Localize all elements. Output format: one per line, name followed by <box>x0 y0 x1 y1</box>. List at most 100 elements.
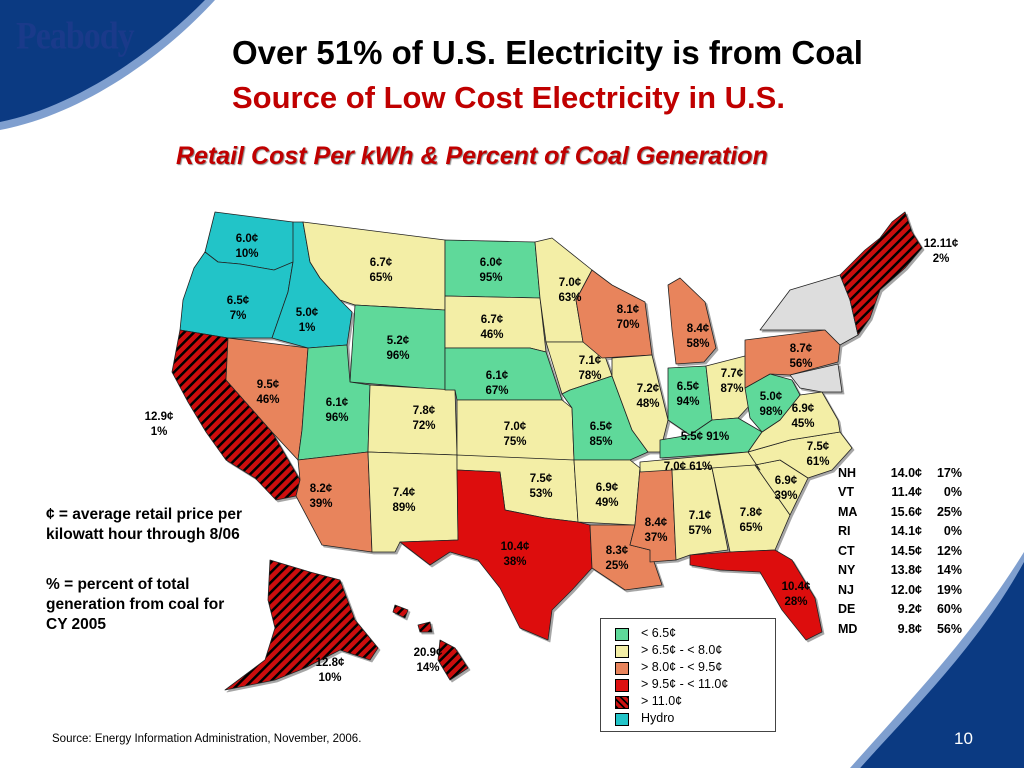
state-AK <box>224 559 379 691</box>
northeast-pct: 56% <box>936 621 962 636</box>
state-IL <box>611 354 669 453</box>
state-cost-wy: 5.2¢ <box>387 335 410 347</box>
state-pct-mo: 85% <box>589 436 612 448</box>
state-pct-ms: 37% <box>644 532 667 544</box>
state-WI <box>575 269 653 359</box>
northeast-pct: 12% <box>936 543 962 558</box>
state-pct-wa: 10% <box>235 248 258 260</box>
state-pct-me: 2% <box>933 253 950 265</box>
legend-label: > 11.0¢ <box>641 694 683 708</box>
state-pct-al: 57% <box>688 525 711 537</box>
state-cost-nm: 7.4¢ <box>393 487 416 499</box>
legend-swatch <box>615 662 629 675</box>
state-cost-me: 12.11¢ <box>924 238 959 250</box>
state-TX <box>399 469 593 641</box>
northeast-state: VT <box>838 485 854 500</box>
state-cost-mn: 7.0¢ <box>559 277 582 289</box>
state-pct-fl: 28% <box>784 596 807 608</box>
note-cents: ¢ = average retail price per kilowatt ho… <box>46 506 243 543</box>
state-AL <box>671 467 729 561</box>
state-pct-id: 1% <box>299 322 316 334</box>
state-pct-ia: 78% <box>578 370 601 382</box>
state-cost-nd: 6.0¢ <box>480 257 503 269</box>
state-cost-va: 6.9¢ <box>792 403 815 415</box>
state-pct-ar: 49% <box>595 497 618 509</box>
state-HI-1 <box>392 604 409 619</box>
state-pct-nd: 95% <box>479 272 502 284</box>
northeast-pct: 25% <box>936 504 962 519</box>
state-pct-nm: 89% <box>392 502 415 514</box>
northeast-row: VT 11.4¢ 0% <box>838 483 962 503</box>
state-pct-ak: 10% <box>318 672 341 684</box>
state-cost-ca: 12.9¢ <box>145 411 174 423</box>
state-cost-ms: 8.4¢ <box>645 517 668 529</box>
state-pct-mi: 58% <box>686 338 709 350</box>
state-pct-sd: 46% <box>480 329 503 341</box>
state-pct-wv: 98% <box>759 406 782 418</box>
page-subtitle: Source of Low Cost Electricity in U.S. <box>232 80 785 115</box>
legend-swatch <box>615 628 629 641</box>
state-cost-sc: 6.9¢ <box>775 475 798 487</box>
legend-label: > 9.5¢ - < 11.0¢ <box>641 677 729 691</box>
northeast-state: RI <box>838 524 851 539</box>
state-cost-ia: 7.1¢ <box>579 355 602 367</box>
state-pct-sc: 39% <box>774 490 797 502</box>
legend-swatch <box>615 696 629 709</box>
legend-label: Hydro <box>641 711 675 725</box>
northeast-row: DE 9.2¢ 60% <box>838 600 962 620</box>
northeast-cost: 14.0¢ <box>890 465 922 480</box>
state-cost-or: 6.5¢ <box>227 295 250 307</box>
state-pct-il: 48% <box>636 398 659 410</box>
state-cost-in: 6.5¢ <box>677 381 700 393</box>
state-cost-mo: 6.5¢ <box>590 421 613 433</box>
northeast-cost: 14.1¢ <box>890 524 922 539</box>
state-pct-wy: 96% <box>386 350 409 362</box>
state-cost-ga: 7.8¢ <box>740 507 763 519</box>
note-percent: % = percent of total generation from coa… <box>46 576 225 633</box>
state-cost-al: 7.1¢ <box>689 510 712 522</box>
northeast-row: CT 14.5¢ 12% <box>838 541 962 561</box>
northeast-table: NH 14.0¢ 17% VT 11.4¢ 0% MA 15.6¢ 25% RI 14.1¢ 0% CT… <box>838 463 962 639</box>
state-cost-oh: 7.7¢ <box>721 368 744 380</box>
state-pct-az: 39% <box>309 498 332 510</box>
state-cost-ne: 6.1¢ <box>486 370 509 382</box>
northeast-cost: 13.8¢ <box>890 563 922 578</box>
northeast-state: NJ <box>838 582 854 597</box>
state-label-tn: 7.0¢ 61% <box>664 461 713 473</box>
northeast-pct: 19% <box>936 582 962 597</box>
state-cost-pa: 8.7¢ <box>790 343 813 355</box>
peabody-logo: Peabody <box>16 15 135 58</box>
northeast-pct: 0% <box>943 524 962 539</box>
legend-swatch <box>615 645 629 658</box>
page-number: 10 <box>954 729 973 748</box>
state-HI-2 <box>417 621 433 633</box>
state-pct-nv: 46% <box>256 394 279 406</box>
state-cost-nc: 7.5¢ <box>807 441 830 453</box>
state-pct-nc: 61% <box>806 456 829 468</box>
state-cost-id: 5.0¢ <box>296 307 319 319</box>
legend-swatch <box>615 679 629 692</box>
state-cost-co: 7.8¢ <box>413 405 436 417</box>
northeast-row: MA 15.6¢ 25% <box>838 502 962 522</box>
state-cost-tx: 10.4¢ <box>501 541 530 553</box>
northeast-state: DE <box>838 602 856 617</box>
state-cost-wa: 6.0¢ <box>236 233 259 245</box>
state-cost-ar: 6.9¢ <box>596 482 619 494</box>
northeast-row: MD 9.8¢ 56% <box>838 619 962 639</box>
northeast-cost: 15.6¢ <box>890 504 922 519</box>
state-cost-la: 8.3¢ <box>606 545 629 557</box>
northeast-cost: 14.5¢ <box>890 543 922 558</box>
state-cost-il: 7.2¢ <box>637 383 660 395</box>
state-cost-az: 8.2¢ <box>310 483 333 495</box>
state-pct-ga: 65% <box>739 522 762 534</box>
state-pct-mt: 65% <box>369 272 392 284</box>
northeast-state: MD <box>838 621 858 636</box>
state-MI <box>667 277 717 365</box>
map-title: Retail Cost Per kWh & Percent of Coal Ge… <box>176 142 768 170</box>
legend-label: > 8.0¢ - < 9.5¢ <box>641 660 723 674</box>
state-cost-wv: 5.0¢ <box>760 391 783 403</box>
state-label-ky: 5.5¢ 91% <box>681 431 730 443</box>
state-cost-nv: 9.5¢ <box>257 379 280 391</box>
